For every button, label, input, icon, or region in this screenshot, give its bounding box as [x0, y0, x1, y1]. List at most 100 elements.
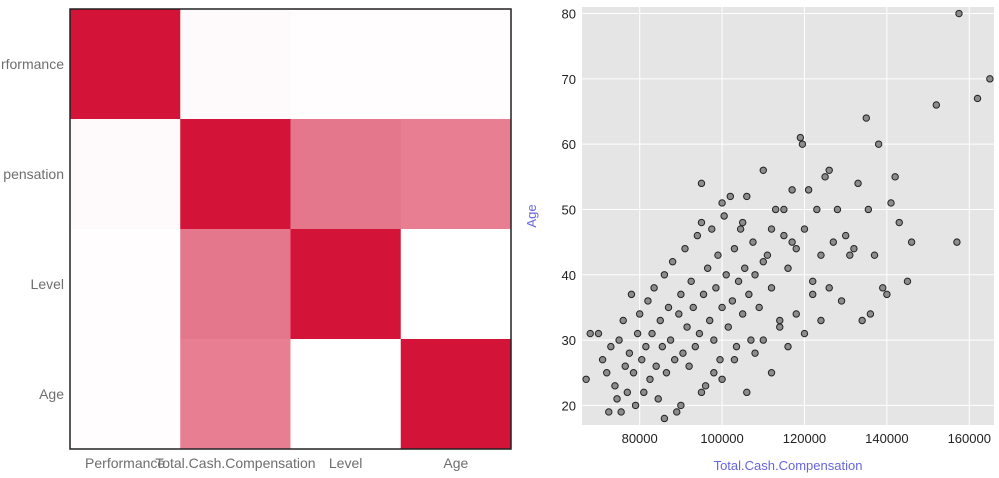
- x-tick-label: 120000: [783, 431, 826, 446]
- scatter-point: [730, 355, 739, 364]
- heatmap-cell: [180, 119, 291, 230]
- heatmap-cell: [70, 9, 181, 120]
- scatter-point: [718, 375, 726, 383]
- y-tick-label: 20: [562, 398, 576, 413]
- scatter-point: [673, 408, 681, 416]
- scatter-point: [821, 173, 829, 181]
- scatter-point: [879, 284, 887, 292]
- scatter-point: [699, 290, 708, 299]
- scatter-point: [652, 362, 660, 370]
- y-tick-label: 70: [562, 72, 576, 87]
- scatter-point: [697, 179, 706, 188]
- scatter-point: [767, 369, 776, 377]
- scatter-point: [677, 401, 685, 410]
- scatter-point: [866, 310, 875, 318]
- scatter-point: [668, 258, 677, 266]
- scatter-point: [759, 336, 767, 344]
- scatter-point: [722, 271, 730, 279]
- heatmap-cell: [290, 339, 402, 450]
- scatter-point: [664, 303, 673, 312]
- heatmap-column-label: Total.Cash.Compensation: [155, 455, 315, 471]
- scatter-point: [837, 297, 846, 305]
- x-axis-label: Total.Cash.Compensation: [714, 458, 863, 473]
- scatter-point: [691, 342, 699, 351]
- scatter-point: [829, 238, 838, 246]
- scatter-point: [788, 186, 796, 194]
- scatter-point: [864, 205, 873, 214]
- scatter-point: [627, 290, 636, 299]
- scatter-point: [720, 212, 728, 220]
- scatter-point: [695, 329, 704, 338]
- scatter-point: [724, 323, 732, 331]
- scatter-point: [870, 251, 879, 259]
- scatter-point: [712, 284, 720, 292]
- scatter-point: [710, 336, 718, 344]
- scatter-point: [728, 297, 737, 305]
- x-tick-label: 100000: [700, 431, 743, 446]
- scatter-point: [710, 369, 718, 377]
- scatter-point: [736, 225, 745, 233]
- scatter-point: [671, 355, 679, 364]
- scatter-point: [726, 192, 735, 201]
- scatter-point: [603, 369, 611, 377]
- scatter-point: [763, 251, 772, 259]
- scatter-point: [986, 75, 994, 83]
- scatter-point: [895, 218, 903, 227]
- scatter-point: [734, 277, 743, 286]
- scatter-point: [617, 408, 625, 416]
- scatter-point: [738, 218, 747, 227]
- scatter-point: [633, 329, 642, 338]
- heatmap-cell: [180, 339, 291, 450]
- scatter-point: [747, 336, 755, 344]
- heatmap-cell: [70, 339, 181, 450]
- scatter-point: [813, 205, 821, 214]
- heatmap-border: [69, 8, 512, 450]
- scatter-point: [662, 369, 671, 377]
- y-tick-label: 50: [562, 202, 576, 217]
- scatter-point: [683, 323, 691, 331]
- scatter-point: [745, 290, 753, 299]
- heatmap-column-label: Level: [329, 455, 362, 471]
- scatter-point: [780, 205, 788, 214]
- y-tick-label: 80: [562, 7, 576, 22]
- scatter-point: [891, 173, 899, 181]
- scatter-point: [784, 264, 792, 272]
- scatter-point: [887, 199, 895, 207]
- scatter-point: [730, 244, 739, 253]
- scatter-point: [776, 316, 784, 325]
- y-tick-label: 40: [562, 268, 576, 283]
- scatter-point: [656, 316, 664, 325]
- scatter-point: [862, 114, 870, 122]
- scatter-point: [619, 316, 627, 325]
- scatter-point: [638, 355, 646, 364]
- scatter-point: [809, 290, 817, 299]
- scatter-point: [858, 316, 866, 325]
- scatter-point: [784, 342, 792, 351]
- scatter-point: [582, 375, 590, 383]
- scatter-point: [708, 225, 716, 233]
- scatter-point: [809, 277, 817, 286]
- scatter-point: [776, 323, 784, 331]
- scatter-point: [953, 238, 961, 246]
- scatter-point: [621, 362, 629, 370]
- scatter-point: [594, 329, 603, 338]
- scatter-point: [586, 329, 594, 338]
- scatter-point: [955, 9, 963, 18]
- scatter-point: [689, 303, 697, 312]
- scatter-point: [605, 408, 613, 416]
- scatter-point: [607, 342, 615, 351]
- scatter-point: [767, 284, 776, 292]
- scatter-point: [850, 244, 858, 253]
- scatter-point: [743, 192, 751, 201]
- scatter-point: [780, 231, 788, 240]
- scatter-point: [825, 284, 833, 292]
- scatter-point: [640, 388, 648, 397]
- scatter-point: [796, 133, 805, 142]
- scatter-point: [675, 310, 683, 318]
- scatter-point: [833, 205, 842, 214]
- scatter-point: [697, 388, 706, 397]
- scatter-point: [648, 329, 656, 338]
- scatter-point: [759, 166, 767, 174]
